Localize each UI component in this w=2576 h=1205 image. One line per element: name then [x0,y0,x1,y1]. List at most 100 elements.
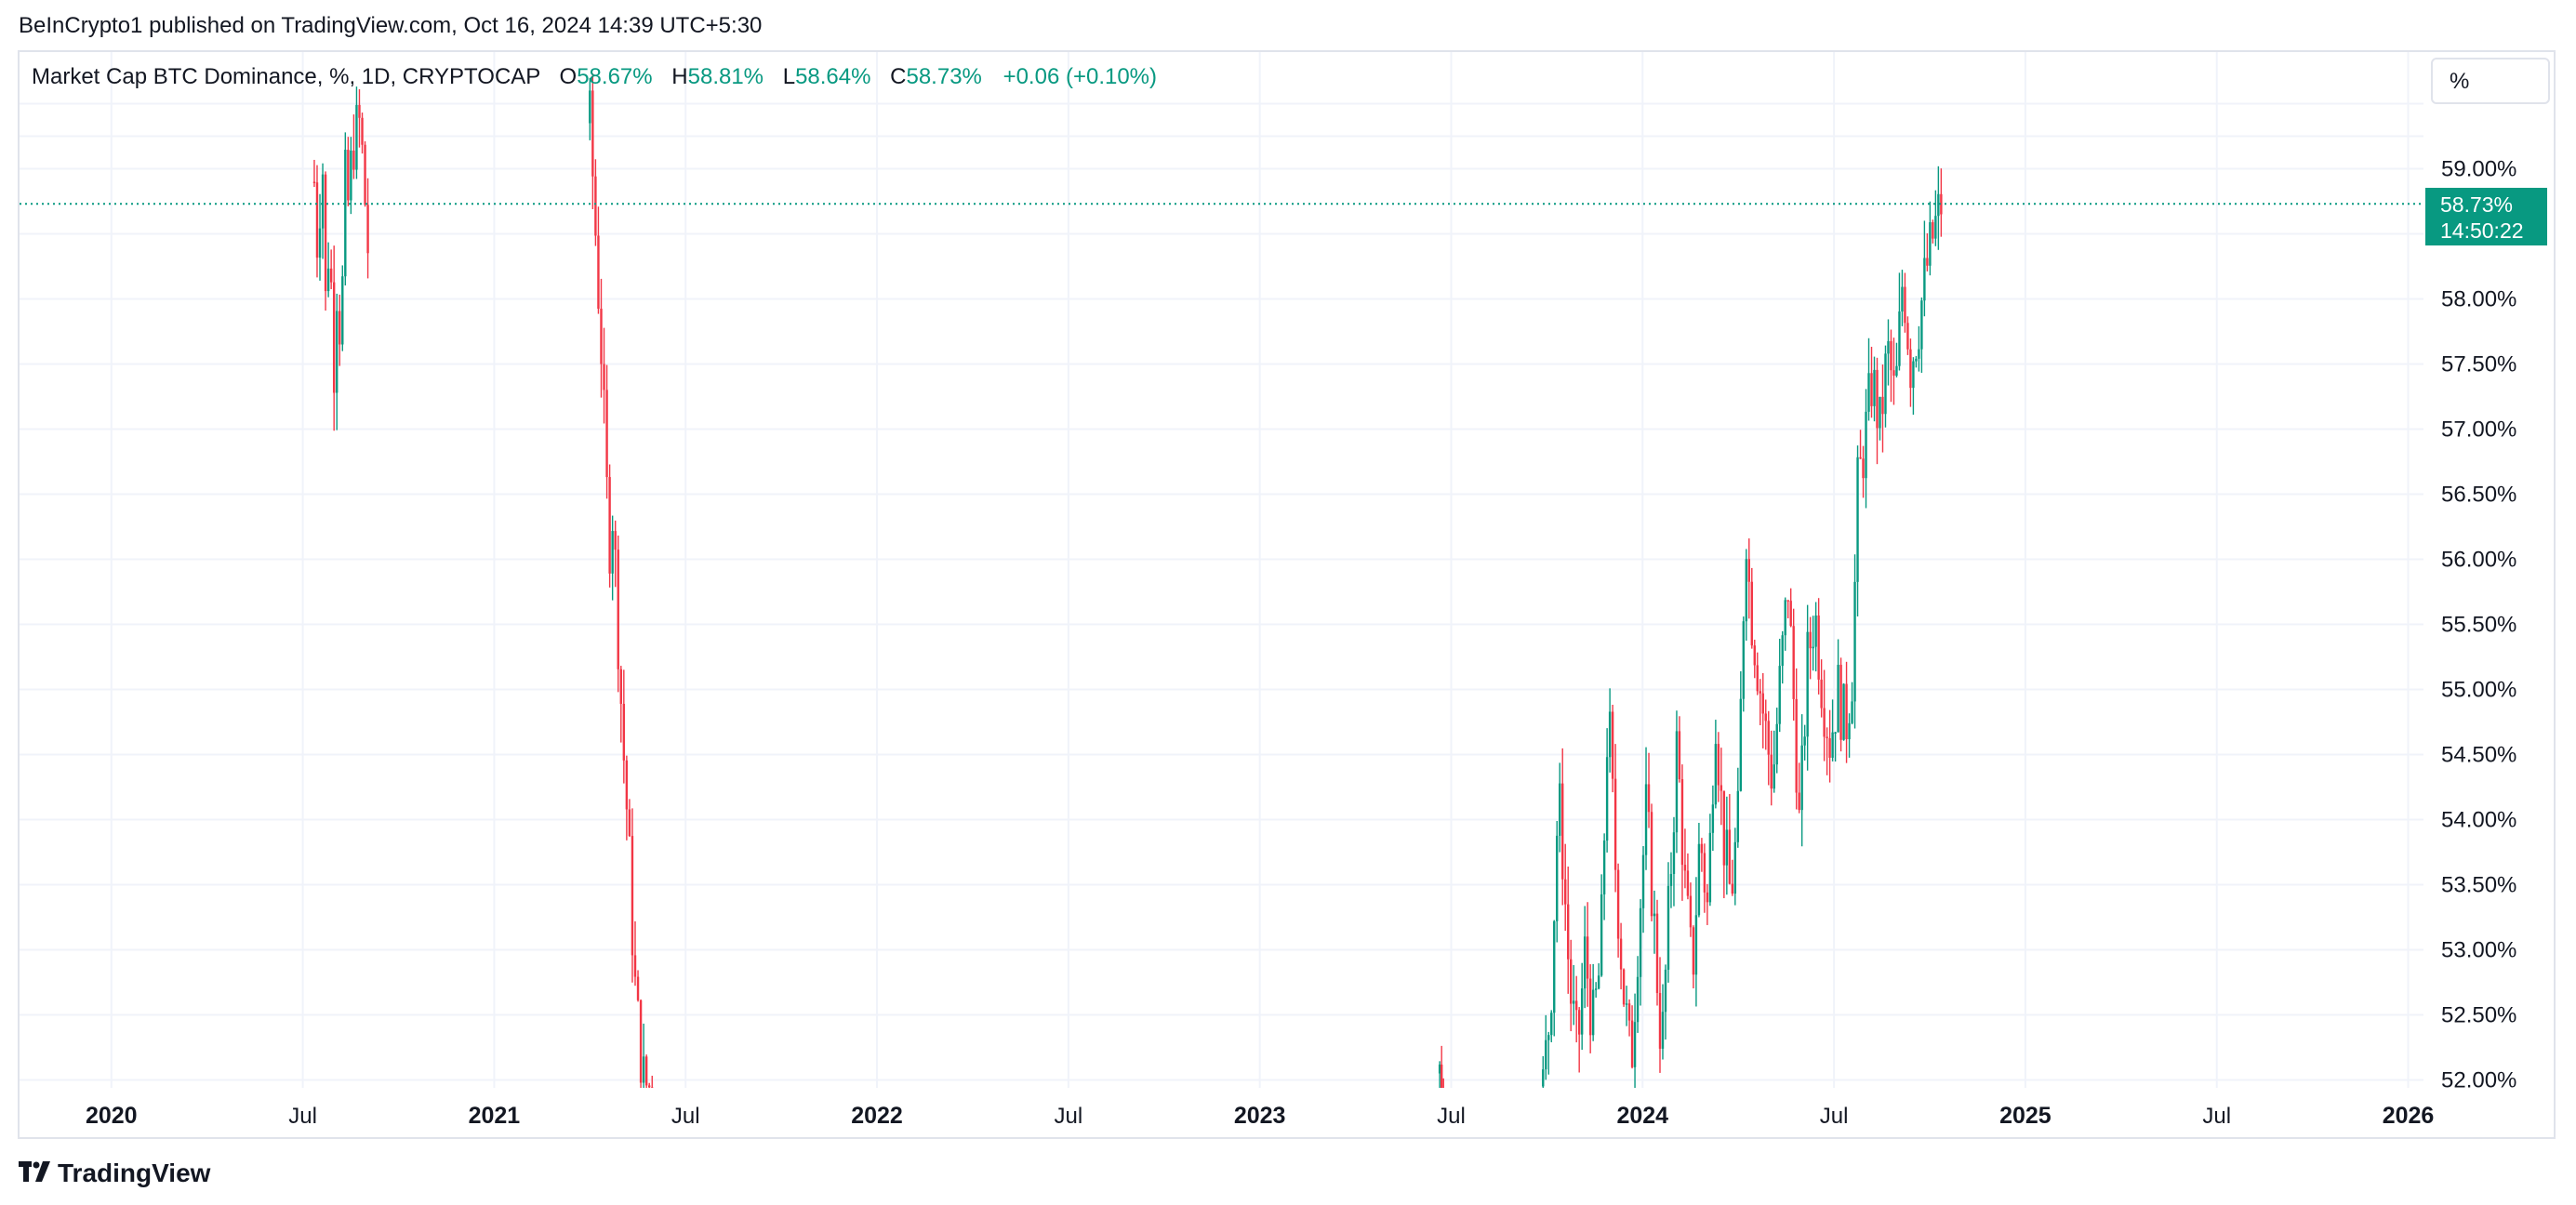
low-value: 58.64% [795,64,871,89]
candle-body [336,311,339,393]
candle-body [1567,904,1570,960]
last-price-tag: 58.73% 14:50:22 [2425,188,2547,245]
candle-body [1795,698,1798,793]
last-price-value: 58.73% [2440,192,2514,217]
candle-body [1564,879,1567,905]
candle-body [1570,959,1573,1004]
symbol-legend[interactable]: Market Cap BTC Dominance, %, 1D, CRYPTOC… [32,64,1157,90]
candle-body [1786,600,1789,602]
candle-body [1865,411,1867,479]
x-tick-label: 2020 [86,1103,138,1129]
candle-body [628,809,631,837]
candle-body [1845,683,1848,740]
candle-body [1926,258,1929,266]
candle-body [1639,907,1642,977]
candle-body [600,309,603,364]
candle-body [315,182,319,258]
y-tick-label: 57.00% [2441,417,2516,443]
candle-body [1839,665,1842,740]
candle-body [1583,936,1587,989]
candle-body [1616,869,1620,939]
y-tick-label: 58.00% [2441,287,2516,312]
candle-body [633,955,637,977]
candle-body [1789,601,1792,627]
symbol-name[interactable]: Market Cap BTC Dominance, %, 1D, CRYPTOC… [32,64,540,89]
candle-body [1697,843,1701,916]
candle-body [654,1106,656,1112]
candle-body [1915,358,1918,362]
unit-selector[interactable]: % [2431,58,2550,104]
candle-body [1856,457,1859,582]
candle-body [347,150,350,201]
candle-body [1694,915,1698,975]
candle-body [341,276,344,345]
x-tick-label: 2026 [2383,1103,2435,1129]
candle-body [1588,978,1592,1036]
candle-body [1542,1069,1545,1087]
candle-body [1722,790,1726,866]
candle-body [1834,732,1837,735]
candle-body [1736,790,1740,842]
candle-body [625,760,629,810]
candle-body [1440,1064,1443,1088]
candle-body [1890,340,1892,371]
candle-body [1633,1022,1637,1067]
candle-body [1848,722,1851,740]
x-tick-label: 2023 [1234,1103,1286,1129]
candle-body [1630,1020,1634,1067]
chart-frame [18,50,2556,1139]
candle-body [642,1056,645,1083]
candle-body [1767,721,1770,755]
publish-caption: BeInCrypto1 published on TradingView.com… [19,13,763,38]
candle-body [1775,723,1778,765]
candle-body [1650,812,1653,917]
candle-body [1881,396,1884,415]
candle-body [1700,843,1704,854]
candle-body [1803,736,1806,746]
bar-countdown: 14:50:22 [2440,218,2524,243]
y-tick-label: 54.50% [2441,743,2516,768]
candle-body [1773,764,1775,789]
high-label: H [671,64,688,89]
candle-body [1887,340,1890,354]
candle-body [1923,258,1926,301]
candle-body [1918,349,1920,359]
x-tick-label: Jul [1820,1104,1849,1129]
candle-body [1904,286,1906,324]
candle-body [1655,913,1659,994]
candle-body [1577,1010,1581,1035]
candle-body [1653,913,1656,917]
candle-body [594,176,597,236]
candle-body [1553,920,1556,1013]
candle-body [1661,1012,1665,1049]
candle-body [1884,353,1887,415]
candle-body [350,150,352,201]
candle-body [1778,666,1781,724]
candle-body [1909,349,1912,389]
candle-body [1901,286,1904,312]
candle-body [352,150,355,170]
candle-body [358,104,361,118]
candle-body [1817,616,1820,680]
candle-body [1666,885,1670,970]
candle-body [1934,216,1937,239]
candle-body [591,90,594,177]
candle-body [1636,976,1640,1023]
candle-body [1622,969,1626,1005]
candle-body [1619,938,1623,970]
y-tick-label: 56.50% [2441,483,2516,508]
candle-body [312,181,316,183]
candle-body [622,703,626,761]
candle-body [1831,732,1834,758]
candle-body [318,228,322,258]
candle-body [1842,683,1845,740]
candle-body [1920,300,1923,350]
candle-body [1669,873,1673,886]
candle-body [1870,373,1873,406]
candle-body [1664,969,1667,1013]
tradingview-footer[interactable]: TradingView [19,1159,210,1188]
candle-body [1906,323,1909,350]
candle-body [1764,713,1767,722]
candle-body [605,390,608,478]
